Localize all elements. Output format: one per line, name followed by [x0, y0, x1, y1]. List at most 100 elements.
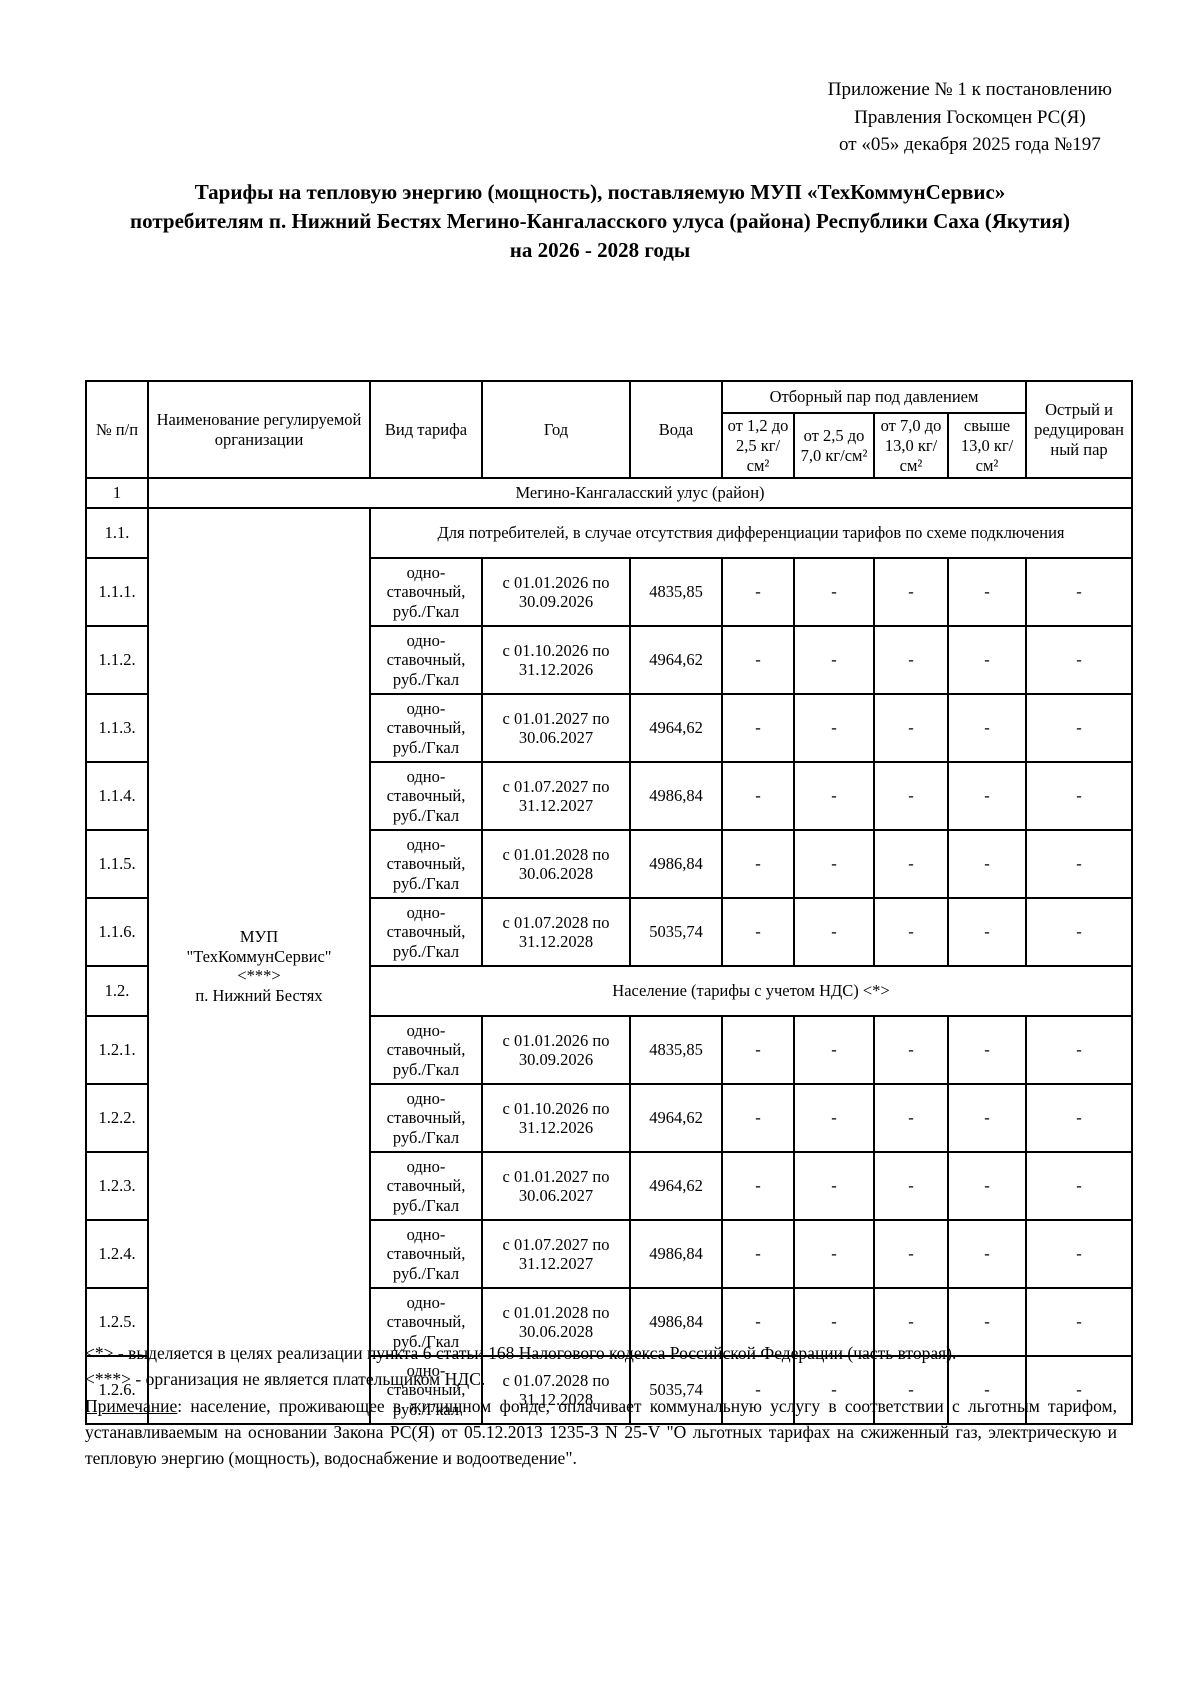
steam-value-cell-4: -: [946, 1015, 1028, 1086]
footnote-asterisk: <*> - выделяется в целях реализации пунк…: [85, 1343, 957, 1363]
remark-text: : население, проживающее в жилищном фонд…: [85, 1395, 1117, 1469]
district-label: Мегино-Кангаласский улус (район): [146, 477, 1134, 510]
footnotes: <*> - выделяется в целях реализации пунк…: [85, 1340, 1117, 1471]
steam-value-cell-4: -: [946, 1083, 1028, 1154]
sharp-steam-value-cell: -: [1025, 625, 1134, 696]
water-value-cell: 5035,74: [629, 1355, 723, 1426]
sharp-steam-value-cell: -: [1025, 1287, 1134, 1358]
organization-cell: МУП "ТехКоммунСервис" <***> п. Нижний Бе…: [147, 507, 371, 1426]
steam-value-cell-4: -: [946, 761, 1028, 832]
tariff-type-cell: одно-ставочный, руб./Гкал: [369, 1355, 483, 1426]
steam-value-cell-4: -: [946, 829, 1028, 900]
water-value-cell: 4964,62: [629, 1083, 723, 1154]
water-value-cell: 4835,85: [629, 557, 723, 628]
document-reference: Приложение № 1 к постановлению Правления…: [827, 79, 1112, 156]
tariff-type-cell: одно-ставочный, руб./Гкал: [369, 557, 483, 628]
period-cell: с 01.01.2027 по 30.06.2027: [481, 693, 631, 764]
steam-value-cell-4: -: [946, 1287, 1028, 1358]
sharp-steam-value-cell: -: [1025, 1355, 1134, 1426]
tariff-row: 1.2.2. одно-ставочный, руб./Гкал с 01.10…: [85, 1083, 1134, 1154]
header-steam-range-2: от 2,5 до 7,0 кг/см²: [793, 411, 875, 480]
footnote-remark: Примечание: население, проживающее в жил…: [85, 1393, 1117, 1472]
row-number: 1.2.6.: [85, 1355, 149, 1426]
tariff-row: 1.1.6. одно-ставочный, руб./Гкал с 01.07…: [85, 897, 1134, 968]
steam-value-cell-4: -: [946, 897, 1028, 968]
steam-value-cell-1: -: [721, 1015, 795, 1086]
steam-value-cell-1: -: [721, 1083, 795, 1154]
tariff-row: 1.2.5. одно-ставочный, руб./Гкал с 01.01…: [85, 1287, 1134, 1358]
water-value-cell: 4986,84: [629, 1219, 723, 1290]
water-value-cell: 4964,62: [629, 625, 723, 696]
steam-value-cell-4: -: [946, 557, 1028, 628]
steam-value-cell-1: -: [721, 557, 795, 628]
header-organization: Наименование регулируемой организации: [147, 379, 371, 480]
period-cell: с 01.01.2026 по 30.09.2026: [481, 557, 631, 628]
row-number: 1.1.3.: [85, 693, 149, 764]
row-number: 1.2.1.: [85, 1015, 149, 1086]
header-num: № п/п: [85, 379, 149, 480]
tariff-row: 1.1.4. одно-ставочный, руб./Гкал с 01.07…: [85, 761, 1134, 832]
row-number: 1.1.1.: [85, 557, 149, 628]
period-cell: с 01.10.2026 по 31.12.2026: [481, 1083, 631, 1154]
water-value-cell: 4986,84: [629, 1287, 723, 1358]
tariff-row: 1.2.1. одно-ставочный, руб./Гкал с 01.01…: [85, 1015, 1134, 1086]
header-tariff-type: Вид тарифа: [369, 379, 483, 480]
row-number: 1.2.3.: [85, 1151, 149, 1222]
district-row: 1 Мегино-Кангаласский улус (район): [85, 477, 1134, 510]
table-header: № п/п Наименование регулируемой организа…: [85, 379, 1134, 480]
steam-value-cell-2: -: [793, 1287, 875, 1358]
sharp-steam-value-cell: -: [1025, 557, 1134, 628]
steam-value-cell-2: -: [793, 1355, 875, 1426]
water-value-cell: 5035,74: [629, 897, 723, 968]
sharp-steam-value-cell: -: [1025, 1083, 1134, 1154]
row-number: 1.2.5.: [85, 1287, 149, 1358]
steam-value-cell-2: -: [793, 557, 875, 628]
steam-value-cell-1: -: [721, 625, 795, 696]
tariff-type-cell: одно-ставочный, руб./Гкал: [369, 1015, 483, 1086]
steam-value-cell-2: -: [793, 693, 875, 764]
tariff-row: 1.1.1. одно-ставочный, руб./Гкал с 01.01…: [85, 557, 1134, 628]
tariff-table-body: 1 Мегино-Кангаласский улус (район) 1.1. …: [85, 477, 1134, 1426]
steam-value-cell-2: -: [793, 829, 875, 900]
footnote-triple-asterisk: <***> - организация не является плательщ…: [85, 1369, 486, 1390]
sharp-steam-value-cell: -: [1025, 1015, 1134, 1086]
section-row: 1.1. МУП "ТехКоммунСервис" <***> п. Нижн…: [85, 507, 1134, 1426]
steam-value-cell-2: -: [793, 1015, 875, 1086]
steam-value-cell-1: -: [721, 1219, 795, 1290]
steam-value-cell-3: -: [873, 693, 949, 764]
section-label: Для потребителей, в случае отсутствия ди…: [368, 507, 1134, 560]
section-label: Население (тарифы с учетом НДС) <*>: [368, 965, 1134, 1018]
steam-value-cell-1: -: [721, 761, 795, 832]
section-number: 1.1.: [85, 507, 149, 560]
header-water: Вода: [629, 379, 723, 480]
water-value-cell: 4986,84: [629, 829, 723, 900]
water-value-cell: 4835,85: [629, 1015, 723, 1086]
sharp-steam-value-cell: -: [1025, 693, 1134, 764]
header-year: Год: [481, 379, 631, 480]
steam-value-cell-4: -: [946, 1151, 1028, 1222]
tariff-type-cell: одно-ставочный, руб./Гкал: [369, 897, 483, 968]
document-title: Тарифы на тепловую энергию (мощность), п…: [130, 180, 1070, 262]
steam-value-cell-1: -: [721, 1287, 795, 1358]
steam-value-cell-4: -: [946, 625, 1028, 696]
steam-value-cell-4: -: [946, 1355, 1028, 1426]
tariff-row: 1.1.3. одно-ставочный, руб./Гкал с 01.01…: [85, 693, 1134, 764]
period-cell: с 01.01.2026 по 30.09.2026: [481, 1015, 631, 1086]
steam-value-cell-3: -: [873, 1151, 949, 1222]
row-number: 1.1.4.: [85, 761, 149, 832]
steam-value-cell-3: -: [873, 761, 949, 832]
section-row: 1.2. Население (тарифы с учетом НДС) <*>: [85, 965, 1134, 1018]
steam-value-cell-1: -: [721, 897, 795, 968]
tariff-type-cell: одно-ставочный, руб./Гкал: [369, 693, 483, 764]
steam-value-cell-1: -: [721, 1151, 795, 1222]
steam-value-cell-1: -: [721, 693, 795, 764]
row-number: 1.1.2.: [85, 625, 149, 696]
steam-value-cell-3: -: [873, 557, 949, 628]
period-cell: с 01.07.2028 по 31.12.2028: [481, 1355, 631, 1426]
tariff-type-cell: одно-ставочный, руб./Гкал: [369, 1287, 483, 1358]
period-cell: с 01.07.2028 по 31.12.2028: [481, 897, 631, 968]
header-steam-group: Отборный пар под давлением: [720, 380, 1028, 414]
row-number: 1.1.5.: [85, 829, 149, 900]
tariff-table: № п/п Наименование регулируемой организа…: [85, 379, 1134, 1426]
